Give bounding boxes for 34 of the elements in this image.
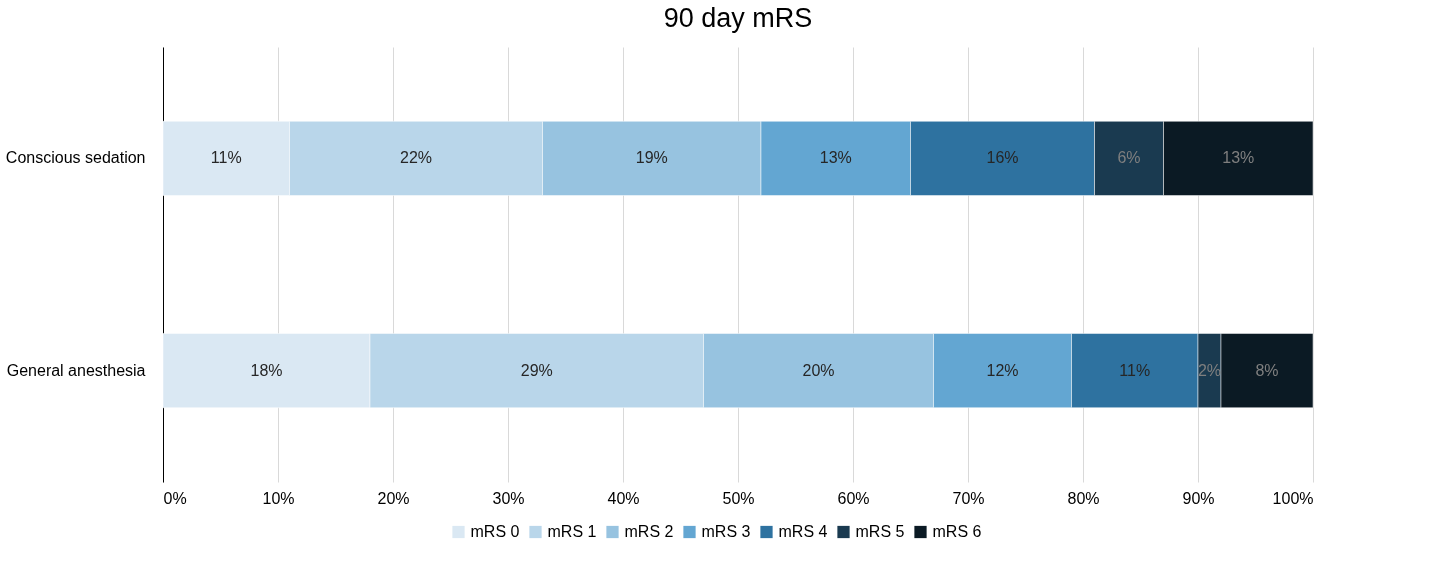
data-label: 20%	[802, 361, 835, 379]
data-label: 12%	[986, 361, 1019, 379]
data-label: 22%	[399, 149, 433, 167]
x-tick-label: 10%	[262, 489, 295, 507]
data-label: 19%	[635, 149, 668, 167]
legend-label: mRS 5	[855, 523, 905, 540]
x-tick-label: 30%	[492, 489, 525, 507]
x-tick-label: 40%	[607, 489, 640, 507]
x-tick-label: 90%	[1182, 489, 1215, 507]
chart-title: 90 day mRS	[663, 3, 813, 33]
x-tick-label: 0%	[163, 489, 187, 507]
legend-label: mRS 1	[547, 523, 597, 540]
x-tick-label: 70%	[952, 489, 985, 507]
data-label: 8%	[1255, 361, 1279, 379]
data-label: 13%	[1222, 149, 1255, 167]
data-label: 18%	[250, 361, 283, 379]
x-tick-label: 20%	[377, 489, 410, 507]
legend-label: mRS 3	[701, 523, 751, 540]
legend-label: mRS 6	[932, 523, 982, 540]
x-tick-label: 80%	[1067, 489, 1100, 507]
data-label: 11%	[210, 149, 242, 167]
legend-label: mRS 2	[624, 523, 674, 540]
y-tick-label: Conscious sedation	[5, 149, 146, 167]
x-tick-label: 50%	[722, 489, 755, 507]
data-label: 29%	[520, 361, 553, 379]
data-label: 11%	[1119, 361, 1151, 379]
legend-label: mRS 0	[470, 523, 520, 540]
x-tick-label: 100%	[1272, 489, 1314, 507]
y-tick-label: General anesthesia	[6, 361, 146, 379]
data-label: 13%	[819, 149, 852, 167]
x-tick-label: 60%	[837, 489, 870, 507]
data-label: 6%	[1117, 149, 1141, 167]
legend-label: mRS 4	[778, 523, 828, 540]
data-label: 16%	[986, 149, 1019, 167]
